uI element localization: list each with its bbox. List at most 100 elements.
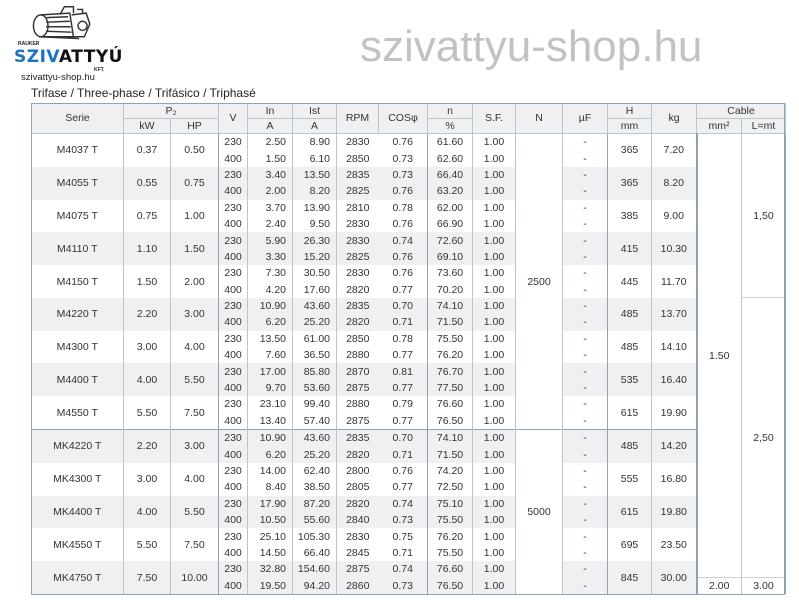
- voltage-cell: 230: [218, 232, 248, 249]
- page-title: Trifase / Three-phase / Trifásico / Trip…: [31, 86, 256, 100]
- in-current-cell: 1.50: [247, 150, 293, 167]
- cos-phi-cell: 0.77: [392, 283, 413, 296]
- kw-cell: 3.00: [123, 462, 171, 496]
- voltage-cell: 230: [218, 265, 248, 282]
- hp-cell: 0.50: [170, 133, 219, 167]
- in-current-cell: 14.50: [247, 544, 293, 562]
- ist-current-cell: 61.00: [292, 330, 337, 348]
- capacitance-cell: -: [562, 577, 608, 595]
- cable-mm2-cell: 1.50: [695, 133, 742, 578]
- h-cell: 415: [607, 232, 652, 266]
- rpm-cell: 2860: [336, 577, 379, 595]
- efficiency-cell: 63.20: [427, 183, 473, 200]
- rpm-cell: 2820: [336, 495, 379, 512]
- motor-spec-table: Serie P₂ V In Ist RPM COSφ n S.F. N µF H…: [31, 103, 786, 595]
- cos-phi-cell: 0.71: [378, 446, 428, 463]
- table-row: 400 8.40 38.50 2805 0.77 72.50 1.00 -: [32, 479, 786, 496]
- table-row: M4550 T 5.50 7.50 230 23.10 99.40 2880 0.79 76.6…: [32, 396, 786, 430]
- table-row: MK4750 T 7.50 10.00 230 32.80 154.60 2875 0.74 7…: [31, 561, 786, 595]
- service-factor-cell: 1.00: [472, 297, 516, 315]
- kw-cell: 1.50: [123, 265, 171, 298]
- ist-current-cell: 94.20: [292, 577, 337, 595]
- efficiency-cell: 66.90: [427, 215, 473, 233]
- service-factor-cell: 1.00: [472, 495, 516, 512]
- table-row: M4037 T 0.37 0.50 230 2.50 8.90 2830 0.76 61.60 1…: [32, 133, 786, 578]
- capacitance-cell: -: [562, 215, 608, 233]
- voltage-cell: 400: [218, 314, 248, 331]
- ist-current-cell: 9.50: [292, 215, 337, 233]
- cos-phi-cell: 0.74: [378, 561, 428, 578]
- cos-phi-cell: 0.77: [392, 349, 413, 362]
- voltage-cell: 400: [218, 248, 248, 266]
- capacitance-cell: -: [562, 297, 608, 315]
- service-factor-cell: 1.00: [472, 330, 516, 348]
- header-n-unit: %: [427, 118, 473, 134]
- capacitance-cell: -: [562, 462, 608, 480]
- efficiency-cell: 72.50: [427, 479, 473, 496]
- cos-phi-cell: 0.76: [392, 218, 413, 231]
- cable-mm2-cell: 2.00: [695, 577, 742, 595]
- header-h: H: [607, 103, 652, 119]
- in-current-cell: 19.50: [247, 577, 293, 595]
- cable-length-cell: 3.00: [741, 577, 786, 595]
- kg-cell: 13.70: [651, 297, 697, 331]
- cos-phi-cell: 0.70: [378, 429, 428, 447]
- rpm-cell: 2805: [336, 479, 379, 496]
- ist-current-cell: 6.10: [292, 150, 337, 167]
- ist-current-cell: 66.40: [292, 544, 337, 562]
- cos-phi-cell: 0.75: [392, 530, 413, 543]
- service-factor-cell: 1.00: [472, 183, 516, 200]
- efficiency-cell: 62.60: [427, 150, 473, 167]
- ist-current-cell: 154.60: [292, 561, 337, 578]
- efficiency-cell: 71.50: [427, 314, 473, 331]
- rpm-cell: 2835: [336, 297, 379, 315]
- table-row: M4055 T 0.55 0.75 230 3.40 13.50 2835 0.73 66.40…: [31, 166, 786, 200]
- header-kw: kW: [123, 118, 171, 134]
- efficiency-cell: 76.60: [427, 561, 473, 578]
- efficiency-cell: 74.10: [427, 297, 473, 315]
- ist-current-cell: 53.60: [292, 379, 337, 397]
- table-row: 400 10.50 55.60 2840 0.73 75.50 1.00 -: [32, 511, 786, 529]
- ist-current-cell: 43.60: [292, 429, 337, 447]
- voltage-cell: 230: [218, 133, 248, 151]
- in-current-cell: 14.00: [247, 462, 293, 480]
- cos-phi-cell: 0.76: [378, 183, 428, 200]
- capacitance-cell: -: [562, 166, 608, 184]
- cos-phi-cell: 0.74: [378, 232, 428, 249]
- service-factor-cell: 1.00: [472, 133, 516, 151]
- ist-current-cell: 55.60: [292, 511, 337, 529]
- serie-cell: M4300 T: [56, 341, 98, 354]
- serie-cell: MK4750 T: [31, 561, 124, 595]
- capacitance-cell: -: [562, 511, 608, 529]
- serie-cell: MK4550 T: [53, 538, 102, 551]
- kw-cell: 4.00: [123, 363, 171, 397]
- hp-cell: 3.00: [170, 429, 219, 463]
- ist-current-cell: 13.50: [292, 166, 337, 184]
- table-row: MK4300 T 3.00 4.00 230 14.00 62.40 2800 0.76 74.…: [32, 462, 786, 496]
- voltage-cell: 230: [218, 166, 248, 184]
- rpm-cell: 2820: [336, 314, 379, 331]
- kg-cell: 19.90: [651, 396, 697, 430]
- efficiency-cell: 74.10: [427, 429, 473, 447]
- kw-cell: 3.00: [123, 330, 171, 364]
- capacitance-cell: -: [562, 314, 608, 331]
- capacitance-cell: -: [562, 183, 608, 200]
- table-row: 400 19.50 94.20 2860 0.73 76.50 1.00 - 2.00 3.00: [32, 577, 786, 595]
- ist-current-cell: 26.30: [292, 232, 337, 249]
- in-current-cell: 13.40: [247, 412, 293, 430]
- efficiency-cell: 66.40: [427, 166, 473, 184]
- cos-phi-cell: 0.76: [392, 267, 413, 280]
- service-factor-cell: 1.00: [472, 379, 516, 397]
- voltage-cell: 230: [218, 462, 248, 480]
- capacitance-cell: -: [562, 412, 608, 430]
- serie-cell: M4055 T: [31, 166, 124, 200]
- serie-cell: MK4300 T: [53, 473, 102, 486]
- kw-cell: 1.10: [123, 232, 171, 266]
- rpm-cell: 2825: [336, 248, 379, 266]
- cos-phi-cell: 0.77: [378, 379, 428, 397]
- capacitance-cell: -: [562, 363, 608, 380]
- serie-cell: M4220 T: [31, 297, 124, 331]
- cos-phi-cell: 0.70: [378, 297, 428, 315]
- service-factor-cell: 1.00: [472, 150, 516, 167]
- service-factor-cell: 1.00: [472, 479, 516, 496]
